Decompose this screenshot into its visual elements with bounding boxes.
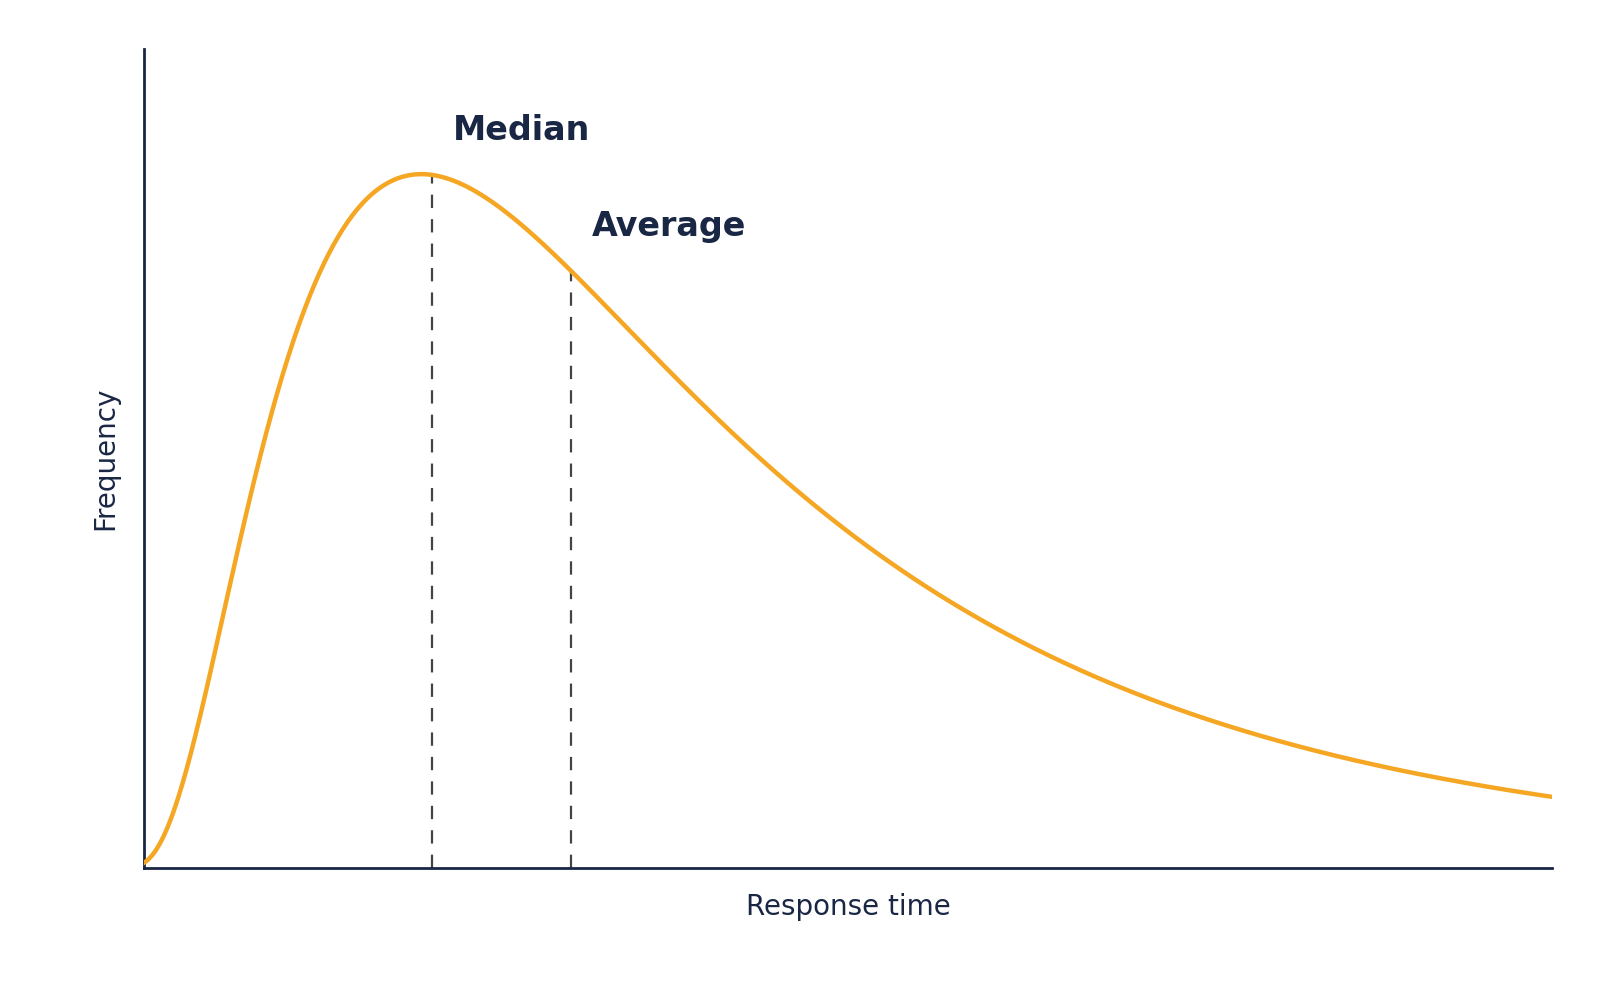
Text: Average: Average (592, 210, 746, 243)
Y-axis label: Frequency: Frequency (91, 387, 118, 530)
Text: Median: Median (453, 114, 590, 147)
X-axis label: Response time: Response time (746, 892, 950, 921)
